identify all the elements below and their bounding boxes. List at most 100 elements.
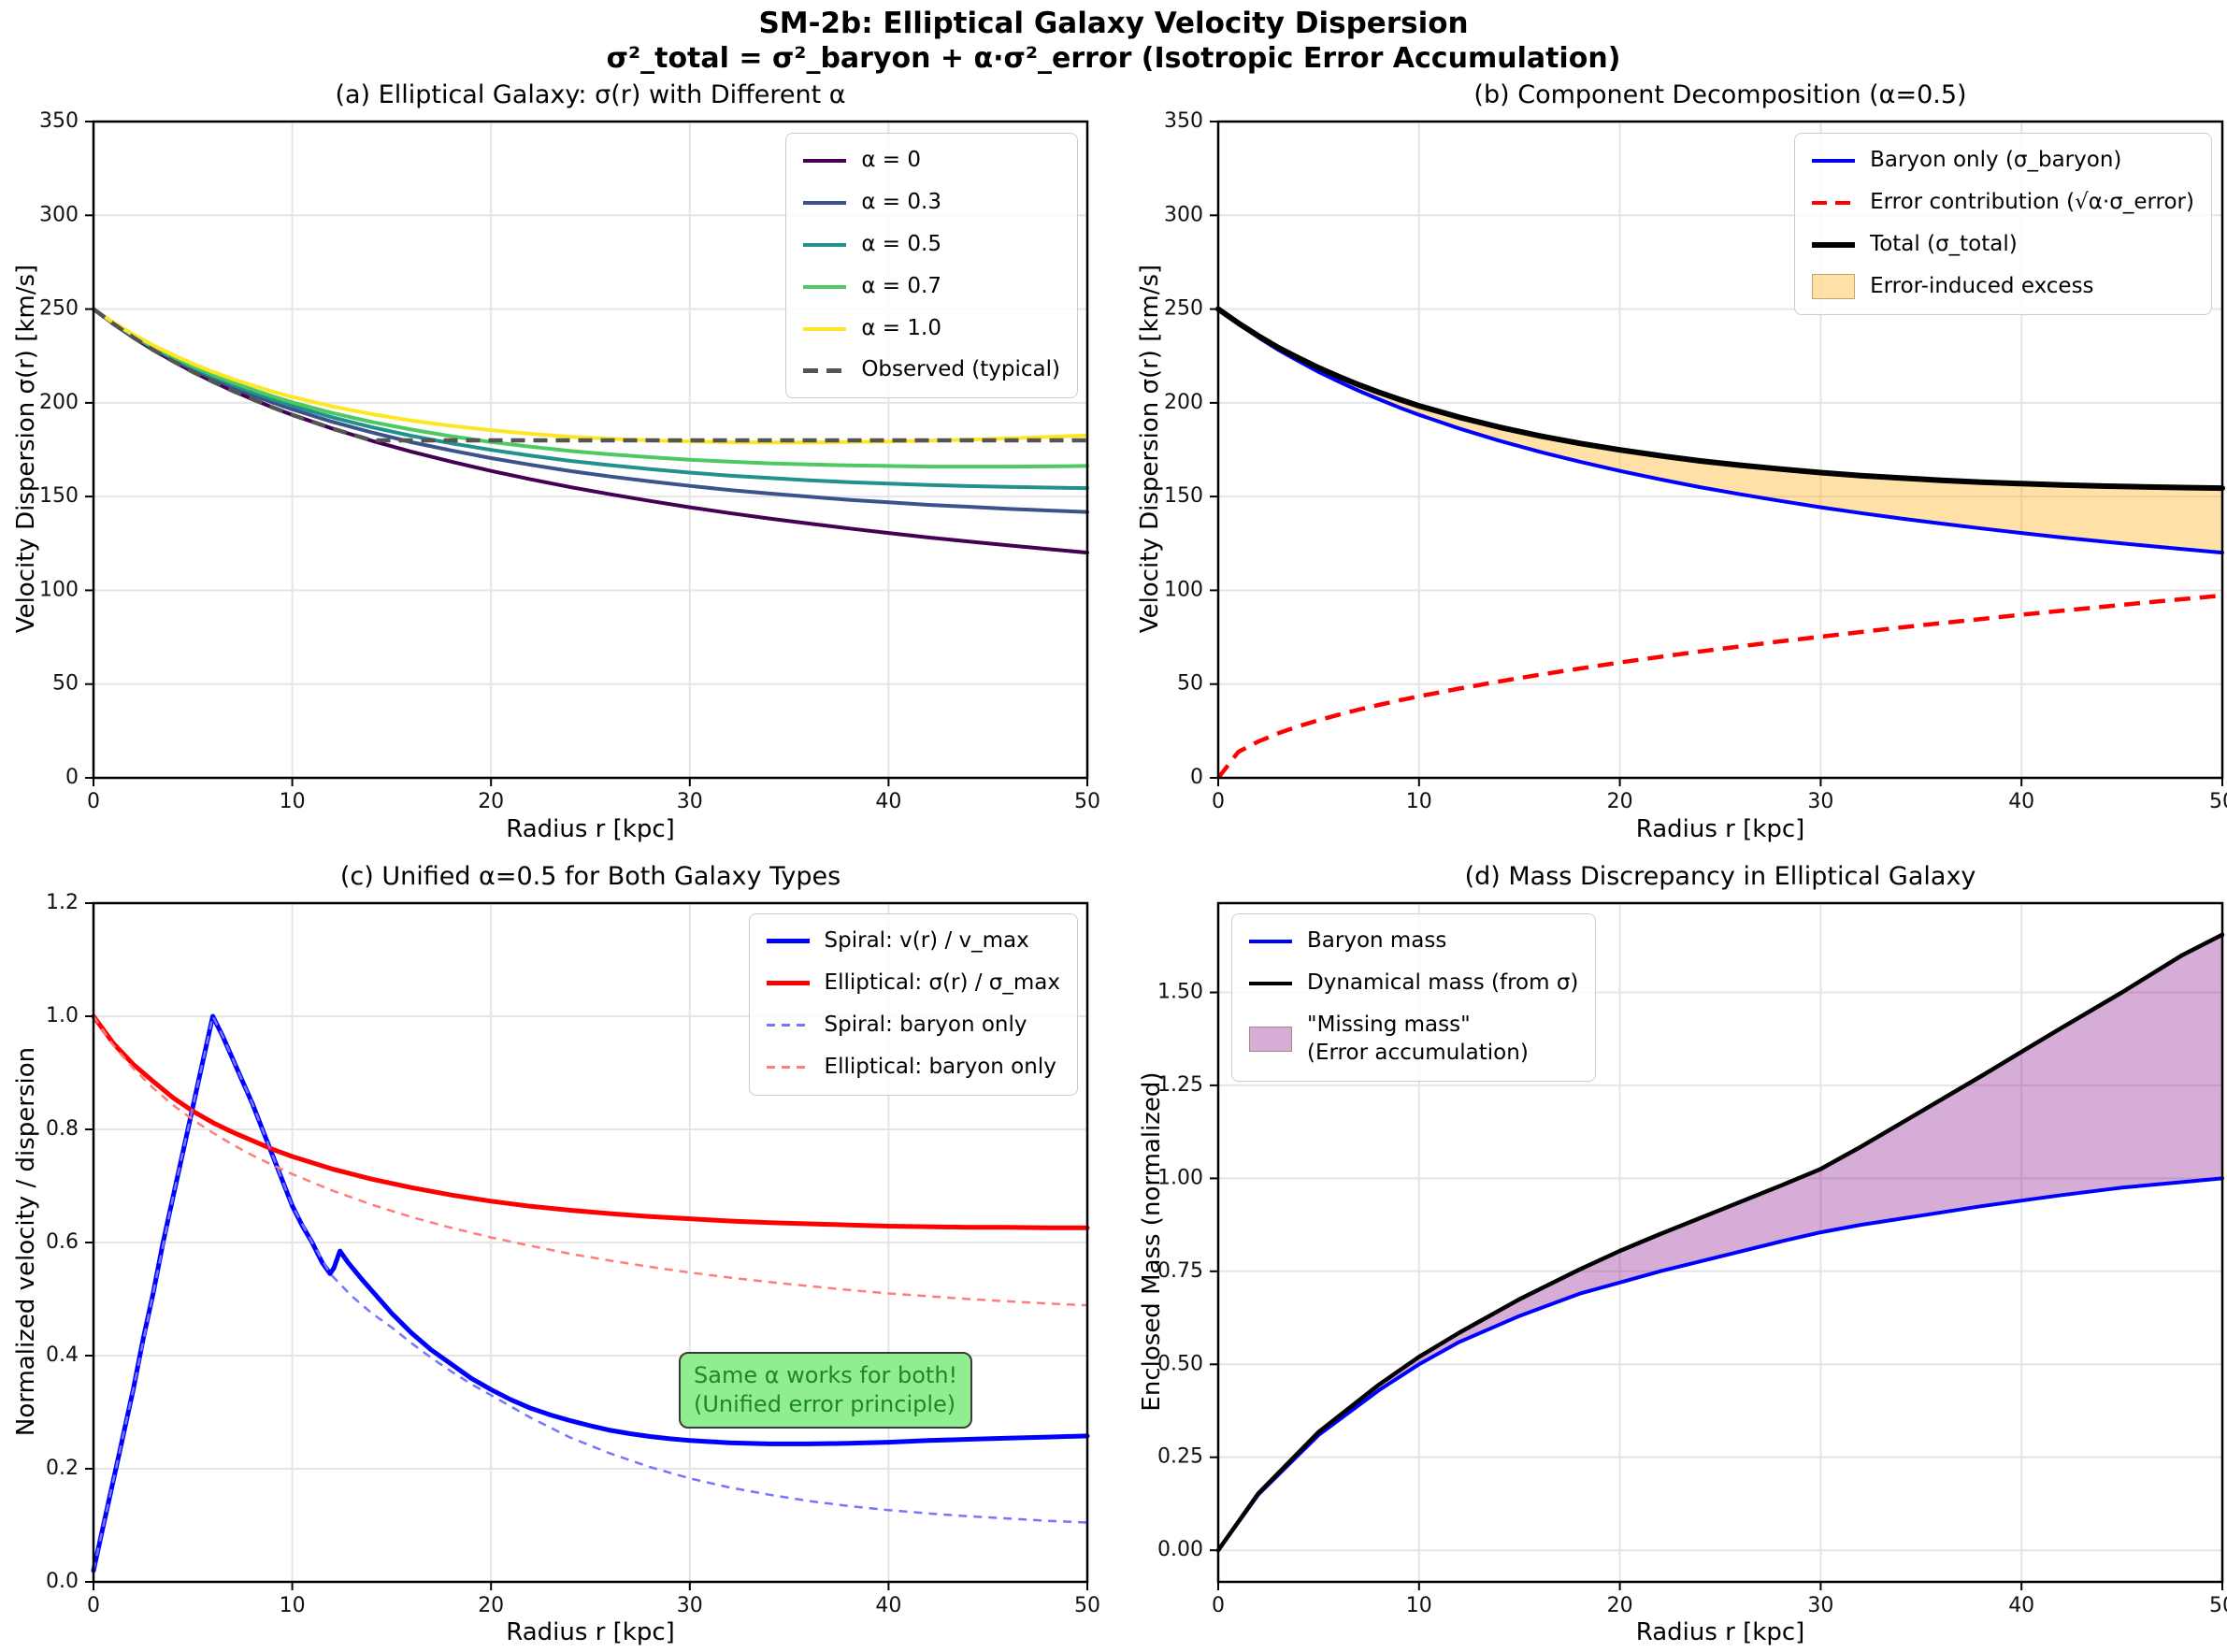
series-line [1216,1176,2224,1553]
annotation-line1: Same α works for both! [694,1362,958,1388]
y-tick-label: 1.00 [1157,1166,1203,1189]
y-tick-label: 0.6 [46,1230,79,1254]
subplot-c-xlabel: Radius r [kpc] [506,1618,675,1646]
legend-line-swatch [766,1024,810,1027]
x-tick-label: 50 [1074,1594,1100,1617]
y-tick-label: 200 [39,391,79,414]
subplot-b-ylabel: Velocity Dispersion σ(r) [km/s] [1136,264,1164,634]
legend-line-swatch [803,284,847,289]
y-tick-label: 1.0 [46,1004,79,1027]
x-tick-label: 50 [2209,790,2227,813]
legend-patch-swatch [1812,274,1856,300]
legend-label: α = 0 [861,148,922,172]
y-tick-label: 150 [39,484,79,508]
x-tick-label: 0 [1212,1594,1225,1617]
x-tick-label: 20 [1607,1594,1633,1617]
y-tick-label: 1.25 [1157,1073,1203,1097]
legend-label: Total (σ_total) [1870,231,2018,256]
legend-item: "Missing mass" (Error accumulation) [1249,1012,1578,1068]
series-line [1215,306,2225,492]
legend-line-swatch [803,242,847,247]
legend-label: Baryon mass [1307,928,1447,953]
legend-item: α = 1.0 [803,315,1060,343]
y-tick-label: 0.75 [1157,1259,1203,1283]
suptitle-line1: SM-2b: Elliptical Galaxy Velocity Disper… [758,7,1469,40]
annotation-line2: (Unified error principle) [694,1391,956,1418]
x-tick-label: 30 [1807,790,1833,813]
legend-label: Elliptical: σ(r) / σ_max [824,970,1060,995]
x-tick-label: 20 [478,790,504,813]
x-tick-label: 20 [478,1594,504,1617]
legend-item: Elliptical: baryon only [766,1054,1060,1082]
y-tick-label: 0.2 [46,1457,79,1480]
legend-line-swatch [1812,241,1856,248]
x-tick-label: 40 [875,1594,901,1617]
y-tick-label: 250 [39,297,79,321]
y-tick-label: 0 [65,766,79,789]
y-tick-label: 200 [1164,391,1203,414]
y-tick-label: 0.8 [46,1117,79,1141]
subplot-d-plot: 0 10 20 30 40 50 0.00 0.25 0.50 0.75 1.00 1.25 1.50 [1157,901,2227,1617]
y-tick-label: 50 [1177,672,1203,696]
legend-label: α = 0.5 [861,231,941,256]
series-line [92,307,1087,443]
legend-item: Error contribution (√α·σ_error) [1812,189,2194,217]
y-tick-label: 350 [1164,109,1203,133]
x-tick-label: 30 [677,790,703,813]
legend-label: Spiral: baryon only [824,1012,1027,1037]
legend-line-swatch [803,158,847,163]
legend-item: Spiral: baryon only [766,1012,1060,1040]
subplot-d-title: (d) Mass Discrepancy in Elliptical Galax… [1464,862,1976,891]
subplot-b-title: (b) Component Decomposition (α=0.5) [1473,80,1967,109]
series-line [1216,593,2223,780]
x-tick-label: 40 [875,790,901,813]
series-line [91,1013,1090,1573]
legend-line-swatch [766,981,810,986]
fill-region [1218,309,2222,553]
subplot-a-plot: 0 10 20 30 40 50 0 50 100 150 200 250 300 350 [39,109,1100,813]
legend-line-swatch [1812,158,1856,163]
series-line [1216,307,2224,555]
legend-label: "Missing mass" (Error accumulation) [1307,1012,1529,1065]
legend-label: α = 0.3 [861,189,941,214]
subplot-a-title: (a) Elliptical Galaxy: σ(r) with Differe… [335,80,846,109]
series-line [92,1014,1088,1572]
x-tick-label: 30 [1807,1594,1833,1617]
suptitle-line2: σ²_total = σ²_baryon + α·σ²_error (Isotr… [606,42,1621,75]
subplot-b-plot: 0 10 20 30 40 50 0 50 100 150 200 250 300 350 [1164,109,2227,813]
x-tick-label: 50 [1074,790,1100,813]
legend-label: Dynamical mass (from σ) [1307,970,1579,995]
subplot-a-ylabel: Velocity Dispersion σ(r) [km/s] [12,264,40,634]
legend-label: Baryon only (σ_baryon) [1870,148,2122,172]
legend-line-swatch [803,368,847,373]
legend-label: Spiral: v(r) / v_max [824,928,1029,953]
legend-item: Dynamical mass (from σ) [1249,970,1578,998]
x-tick-label: 10 [280,1594,306,1617]
subplot-c-ylabel: Normalized velocity / dispersion [12,1046,40,1437]
subplot-c-plot: 0 10 20 30 40 50 0.0 0.2 0.4 0.6 0.8 1.0 1.2 [46,891,1100,1617]
series-line [92,307,1089,445]
legend-label: α = 0.7 [861,273,941,298]
legend-label: Error contribution (√α·σ_error) [1870,189,2194,214]
y-tick-label: 1.50 [1157,981,1203,1004]
y-tick-label: 0.50 [1157,1352,1203,1375]
plot-frame [1216,120,2224,780]
legend-item: α = 0.5 [803,231,1060,259]
subplot-c-title: (c) Unified α=0.5 for Both Galaxy Types [339,862,841,891]
y-tick-label: 350 [39,109,79,133]
legend-line-swatch [1249,981,1292,986]
legend-line-swatch [803,326,847,331]
x-tick-label: 0 [1212,790,1225,813]
x-tick-label: 10 [280,790,306,813]
legend-label: Observed (typical) [861,357,1060,382]
x-tick-label: 50 [2209,1594,2227,1617]
legend-item: Error-induced excess [1812,273,2194,301]
y-tick-label: 0.00 [1157,1538,1203,1561]
y-tick-label: 0.4 [46,1343,79,1367]
plot-frame [92,120,1089,780]
legend-item: Elliptical: σ(r) / σ_max [766,970,1060,998]
fill-region [1218,934,2222,1551]
legend-line-swatch [766,939,810,944]
